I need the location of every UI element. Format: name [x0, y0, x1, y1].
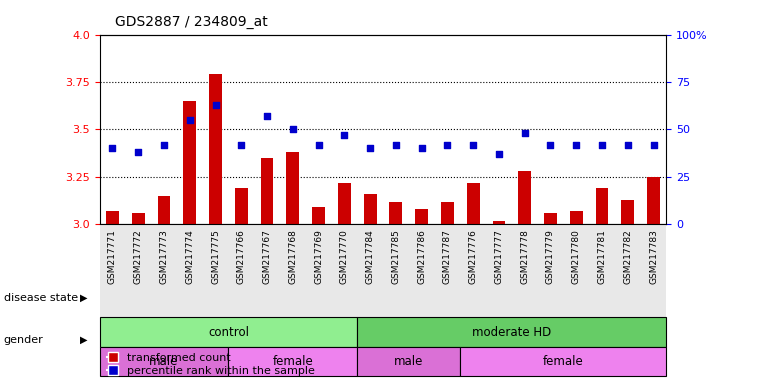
Bar	[647, 177, 660, 224]
Bar	[338, 183, 351, 224]
Point	[415, 146, 427, 152]
Bar	[235, 189, 247, 224]
Bar	[441, 202, 453, 224]
Point	[158, 142, 170, 148]
Text: female: female	[273, 355, 313, 368]
Bar	[286, 152, 300, 224]
Point	[286, 126, 299, 132]
Text: GSM217773: GSM217773	[159, 229, 169, 284]
Bar	[519, 171, 531, 224]
Legend: transformed count, percentile rank within the sample: transformed count, percentile rank withi…	[105, 351, 317, 379]
Bar	[364, 194, 377, 224]
Text: GSM217774: GSM217774	[185, 229, 195, 284]
Bar	[260, 158, 273, 224]
Bar	[106, 211, 119, 224]
Bar	[132, 213, 145, 224]
Text: disease state: disease state	[4, 293, 78, 303]
Point	[441, 142, 453, 148]
Bar	[466, 183, 480, 224]
Point	[132, 149, 144, 156]
Text: GSM217771: GSM217771	[108, 229, 117, 284]
Text: GSM217786: GSM217786	[417, 229, 426, 284]
Bar	[313, 207, 325, 224]
Text: ▶: ▶	[80, 293, 88, 303]
Text: GSM217772: GSM217772	[134, 229, 142, 284]
Bar	[100, 347, 228, 376]
Bar	[415, 209, 428, 224]
Bar	[183, 101, 196, 224]
Point	[622, 142, 634, 148]
Text: GSM217779: GSM217779	[546, 229, 555, 284]
Text: GSM217782: GSM217782	[624, 229, 632, 284]
Bar	[100, 317, 357, 347]
Text: GSM217777: GSM217777	[494, 229, 503, 284]
Point	[519, 130, 531, 136]
Point	[493, 151, 505, 157]
Text: GSM217770: GSM217770	[340, 229, 349, 284]
Point	[261, 113, 273, 119]
Text: GSM217784: GSM217784	[365, 229, 375, 284]
Bar	[389, 202, 402, 224]
Text: female: female	[543, 355, 584, 368]
Bar	[621, 200, 634, 224]
Text: ▶: ▶	[80, 335, 88, 345]
Point	[209, 102, 221, 108]
Bar	[493, 221, 506, 224]
Point	[596, 142, 608, 148]
Bar	[570, 211, 583, 224]
Point	[106, 146, 119, 152]
Text: GSM217776: GSM217776	[469, 229, 478, 284]
Point	[647, 142, 660, 148]
Text: GSM217783: GSM217783	[649, 229, 658, 284]
Point	[545, 142, 557, 148]
Bar	[357, 317, 666, 347]
Point	[467, 142, 480, 148]
Bar	[209, 74, 222, 224]
Text: GDS2887 / 234809_at: GDS2887 / 234809_at	[115, 15, 267, 29]
Text: male: male	[394, 355, 424, 368]
Text: GSM217767: GSM217767	[263, 229, 272, 284]
Bar	[228, 347, 357, 376]
Text: GSM217769: GSM217769	[314, 229, 323, 284]
Point	[339, 132, 351, 138]
Point	[390, 142, 402, 148]
Text: GSM217768: GSM217768	[288, 229, 297, 284]
Text: GSM217787: GSM217787	[443, 229, 452, 284]
Bar	[357, 347, 460, 376]
Point	[570, 142, 582, 148]
Bar	[596, 189, 608, 224]
Point	[235, 142, 247, 148]
Text: GSM217775: GSM217775	[211, 229, 220, 284]
Text: male: male	[149, 355, 178, 368]
Text: gender: gender	[4, 335, 44, 345]
Bar	[544, 213, 557, 224]
Point	[364, 146, 376, 152]
Text: GSM217766: GSM217766	[237, 229, 246, 284]
Text: moderate HD: moderate HD	[472, 326, 552, 339]
Point	[184, 117, 196, 123]
Text: GSM217778: GSM217778	[520, 229, 529, 284]
Bar	[158, 196, 170, 224]
Text: GSM217780: GSM217780	[571, 229, 581, 284]
Text: GSM217785: GSM217785	[391, 229, 401, 284]
Text: GSM217781: GSM217781	[597, 229, 607, 284]
Text: control: control	[208, 326, 249, 339]
Bar	[460, 347, 666, 376]
Point	[313, 142, 325, 148]
